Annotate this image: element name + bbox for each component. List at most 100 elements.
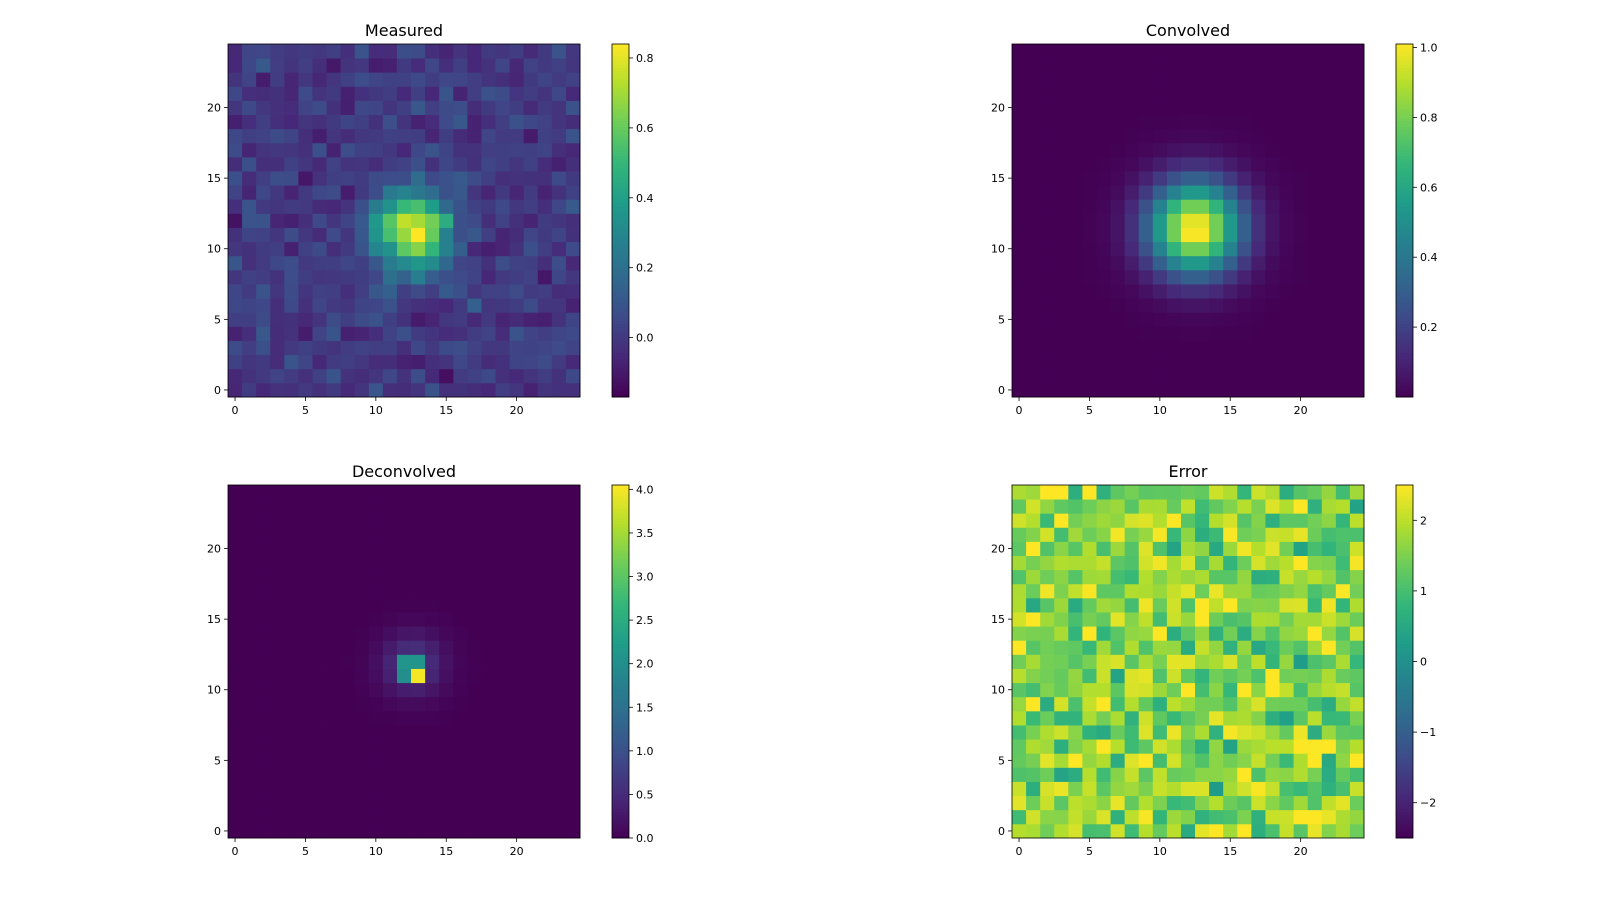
heatmap-cell [270, 795, 285, 811]
heatmap-cell [1293, 823, 1309, 839]
heatmap-cell [425, 485, 440, 500]
colorbar-segment [1396, 326, 1413, 330]
colorbar-segment [612, 164, 629, 169]
heatmap-cell [1180, 213, 1196, 228]
heatmap-cell [368, 640, 384, 655]
heatmap-cell [1265, 269, 1280, 285]
heatmap-cell [1293, 255, 1309, 271]
heatmap-cell [1138, 597, 1154, 613]
heatmap-cell [298, 626, 313, 641]
heatmap-cell [1012, 696, 1027, 712]
heatmap-cell [439, 569, 454, 585]
heatmap-cell [270, 326, 285, 341]
heatmap-cell [411, 72, 426, 87]
heatmap-cell [551, 382, 567, 398]
heatmap-cell [1012, 142, 1027, 158]
heatmap-cell [1335, 326, 1351, 341]
heatmap-cell [1068, 142, 1083, 158]
heatmap-cell [1096, 612, 1111, 627]
heatmap-cell [242, 171, 257, 186]
heatmap-cell [396, 269, 412, 285]
heatmap-cell [298, 72, 313, 87]
heatmap-cell [467, 368, 482, 384]
heatmap-cell [270, 340, 285, 356]
heatmap-cell [1209, 284, 1224, 299]
colorbar-segment [612, 382, 629, 386]
heatmap-cell [481, 100, 496, 115]
heatmap-cell [467, 284, 482, 299]
heatmap-cell [523, 753, 539, 768]
colorbar-segment [1396, 61, 1413, 66]
heatmap-cell [396, 626, 412, 641]
heatmap-cell [551, 156, 567, 172]
heatmap-cell [1223, 781, 1238, 797]
colorbar-segment [612, 144, 629, 148]
heatmap-cell [1335, 199, 1351, 214]
heatmap-cell [1279, 541, 1294, 556]
colorbar-segment [612, 805, 629, 810]
heatmap-cell [481, 668, 496, 684]
heatmap-cell [1307, 241, 1323, 257]
heatmap-cell [425, 597, 440, 613]
heatmap-cell [551, 171, 567, 186]
heatmap-cell [1321, 199, 1337, 214]
heatmap-cell [523, 326, 539, 341]
heatmap-cell [1209, 142, 1224, 158]
heatmap-cell [312, 583, 327, 599]
colorbar-segment [1396, 282, 1413, 286]
heatmap-cell [1096, 340, 1111, 356]
heatmap-cell [1152, 185, 1168, 200]
heatmap-cell [411, 368, 426, 384]
heatmap-cell [551, 809, 567, 825]
colorbar-segment [1396, 711, 1413, 715]
heatmap-cell [481, 354, 496, 370]
heatmap-cell [1237, 583, 1252, 599]
heatmap-cell [411, 527, 426, 542]
heatmap-cell [1349, 368, 1365, 384]
heatmap-cell [312, 555, 327, 571]
colorbar-segment [1396, 276, 1413, 280]
colorbar-segment [1396, 717, 1413, 721]
heatmap-cell [1054, 696, 1069, 712]
heatmap-cell [326, 626, 342, 641]
heatmap-cell [509, 626, 525, 641]
heatmap-cell [326, 499, 342, 514]
heatmap-cell [1335, 597, 1351, 613]
colorbar-segment [1396, 564, 1413, 568]
heatmap-cell [1054, 171, 1069, 186]
heatmap-cell [1223, 269, 1238, 285]
heatmap-cell [1012, 682, 1027, 698]
heatmap-cell [1012, 823, 1027, 839]
heatmap-cell [565, 795, 581, 811]
heatmap-cell [1209, 513, 1224, 528]
heatmap-cell [1293, 114, 1309, 130]
heatmap-cell [1265, 382, 1280, 398]
heatmap-cell [1209, 171, 1224, 186]
heatmap-cell [270, 597, 285, 613]
heatmap-cell [1209, 823, 1224, 839]
heatmap-cell [481, 241, 496, 257]
heatmap-cell [256, 513, 271, 528]
heatmap-cell [1349, 823, 1365, 839]
heatmap-cell [439, 241, 454, 257]
heatmap-cell [467, 326, 482, 341]
colorbar-segment [1396, 682, 1413, 686]
heatmap-cell [368, 696, 384, 712]
colorbar-tick-label: 3.0 [636, 571, 654, 584]
heatmap-cell [326, 710, 342, 726]
heatmap-cell [1124, 640, 1140, 655]
heatmap-cell [509, 527, 525, 542]
heatmap-cell [270, 583, 285, 599]
heatmap-cell [382, 513, 398, 528]
heatmap-cell [1180, 725, 1196, 740]
heatmap-cell [425, 654, 440, 669]
heatmap-cell [1195, 382, 1210, 398]
heatmap-cell [1096, 100, 1111, 115]
colorbar-segment [612, 499, 629, 504]
heatmap-cell [256, 682, 271, 698]
colorbar-segment [1396, 196, 1413, 201]
heatmap-cell [396, 640, 412, 655]
heatmap-cell [270, 668, 285, 684]
heatmap-cell [565, 199, 581, 214]
heatmap-cell [1251, 72, 1266, 87]
